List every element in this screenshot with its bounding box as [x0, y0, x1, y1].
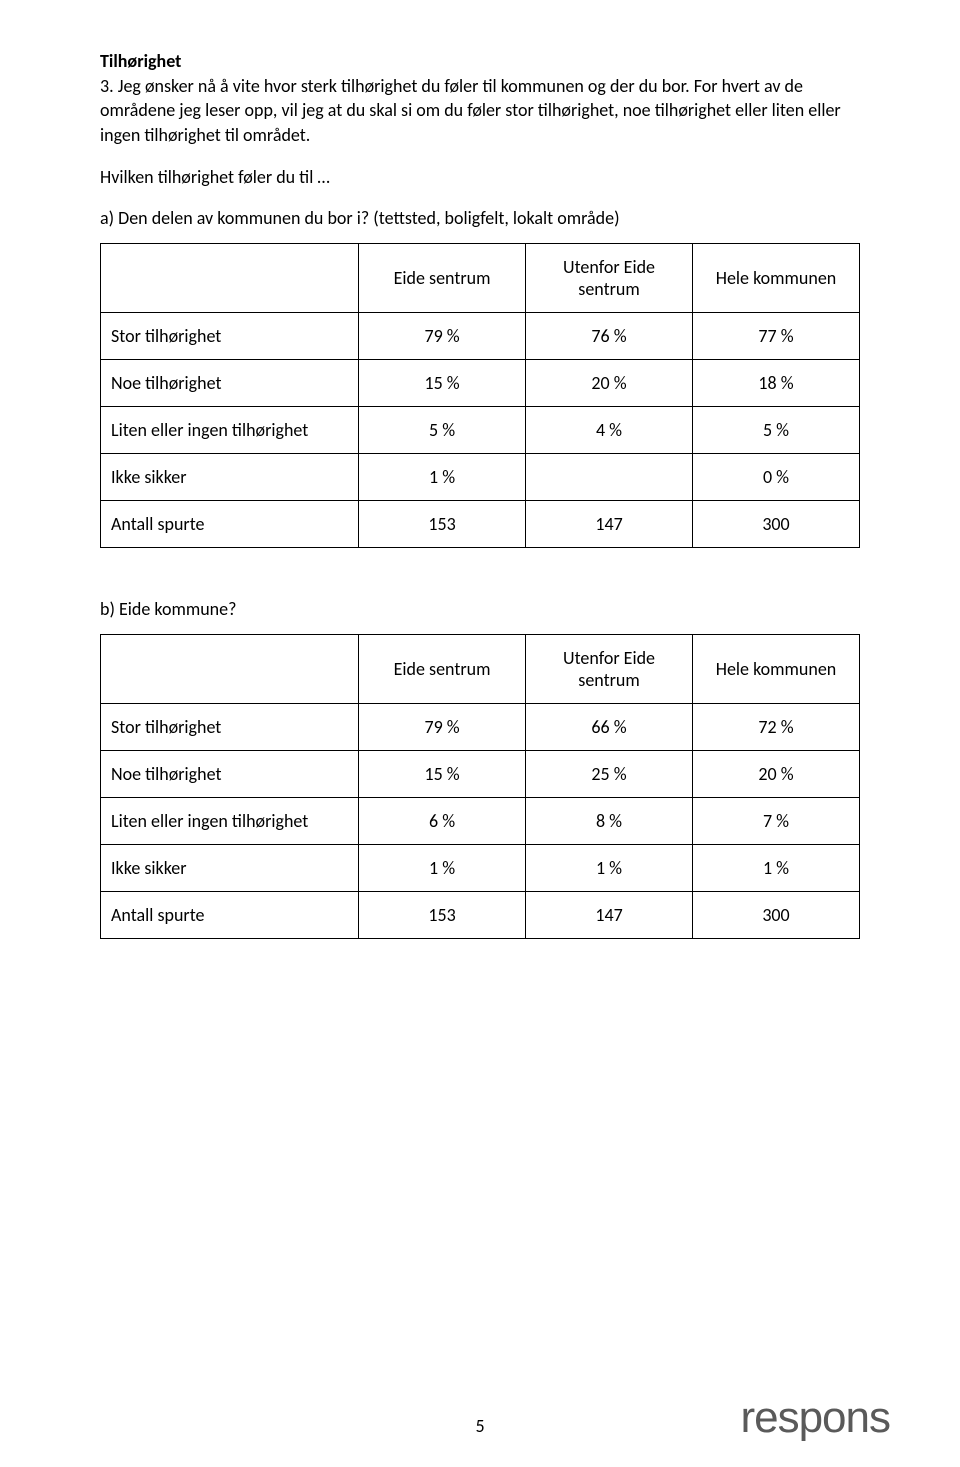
row-label-noe: Noe tilhørighet — [101, 360, 359, 407]
cell: 5 % — [693, 407, 860, 454]
header-col-1: Eide sentrum — [359, 244, 526, 313]
cell: 300 — [693, 892, 860, 939]
cell: 8 % — [526, 798, 693, 845]
table-row: Antall spurte 153 147 300 — [101, 501, 860, 548]
table-row: Liten eller ingen tilhørighet 5 % 4 % 5 … — [101, 407, 860, 454]
header-col-1: Eide sentrum — [359, 635, 526, 704]
cell: 1 % — [359, 845, 526, 892]
table-row: Stor tilhørighet 79 % 66 % 72 % — [101, 704, 860, 751]
section-heading: Tilhørighet — [100, 50, 860, 72]
cell: 153 — [359, 501, 526, 548]
cell: 15 % — [359, 751, 526, 798]
header-col-2: Utenfor Eide sentrum — [526, 635, 693, 704]
cell: 0 % — [693, 454, 860, 501]
row-label-antall: Antall spurte — [101, 892, 359, 939]
cell: 5 % — [359, 407, 526, 454]
header-empty — [101, 244, 359, 313]
cell: 300 — [693, 501, 860, 548]
cell: 79 % — [359, 704, 526, 751]
question-a-label: a) Den delen av kommunen du bor i? (tett… — [100, 207, 860, 229]
respons-logo: respons — [740, 1393, 890, 1443]
cell: 18 % — [693, 360, 860, 407]
cell: 4 % — [526, 407, 693, 454]
row-label-ikke: Ikke sikker — [101, 454, 359, 501]
table-row: Noe tilhørighet 15 % 25 % 20 % — [101, 751, 860, 798]
row-label-liten: Liten eller ingen tilhørighet — [101, 798, 359, 845]
table-b: Eide sentrum Utenfor Eide sentrum Hele k… — [100, 634, 860, 939]
row-label-liten: Liten eller ingen tilhørighet — [101, 407, 359, 454]
header-col-3: Hele kommunen — [693, 244, 860, 313]
lead-in-text: Hvilken tilhørighet føler du til … — [100, 165, 860, 189]
cell: 76 % — [526, 313, 693, 360]
table-header-row: Eide sentrum Utenfor Eide sentrum Hele k… — [101, 244, 860, 313]
cell: 7 % — [693, 798, 860, 845]
row-label-ikke: Ikke sikker — [101, 845, 359, 892]
cell: 15 % — [359, 360, 526, 407]
cell: 77 % — [693, 313, 860, 360]
row-label-stor: Stor tilhørighet — [101, 704, 359, 751]
table-a: Eide sentrum Utenfor Eide sentrum Hele k… — [100, 243, 860, 548]
header-col-3: Hele kommunen — [693, 635, 860, 704]
cell: 20 % — [526, 360, 693, 407]
cell: 25 % — [526, 751, 693, 798]
cell — [526, 454, 693, 501]
table-row: Ikke sikker 1 % 0 % — [101, 454, 860, 501]
row-label-noe: Noe tilhørighet — [101, 751, 359, 798]
table-row: Ikke sikker 1 % 1 % 1 % — [101, 845, 860, 892]
intro-paragraph: 3. Jeg ønsker nå å vite hvor sterk tilhø… — [100, 74, 860, 147]
page-number: 5 — [475, 1415, 484, 1437]
row-label-stor: Stor tilhørighet — [101, 313, 359, 360]
cell: 1 % — [526, 845, 693, 892]
cell: 6 % — [359, 798, 526, 845]
table-header-row: Eide sentrum Utenfor Eide sentrum Hele k… — [101, 635, 860, 704]
header-col-2: Utenfor Eide sentrum — [526, 244, 693, 313]
question-b-label: b) Eide kommune? — [100, 598, 860, 620]
cell: 147 — [526, 892, 693, 939]
table-row: Antall spurte 153 147 300 — [101, 892, 860, 939]
cell: 72 % — [693, 704, 860, 751]
header-empty — [101, 635, 359, 704]
cell: 20 % — [693, 751, 860, 798]
cell: 153 — [359, 892, 526, 939]
cell: 1 % — [359, 454, 526, 501]
cell: 147 — [526, 501, 693, 548]
cell: 1 % — [693, 845, 860, 892]
cell: 66 % — [526, 704, 693, 751]
cell: 79 % — [359, 313, 526, 360]
table-row: Stor tilhørighet 79 % 76 % 77 % — [101, 313, 860, 360]
table-row: Noe tilhørighet 15 % 20 % 18 % — [101, 360, 860, 407]
row-label-antall: Antall spurte — [101, 501, 359, 548]
table-row: Liten eller ingen tilhørighet 6 % 8 % 7 … — [101, 798, 860, 845]
